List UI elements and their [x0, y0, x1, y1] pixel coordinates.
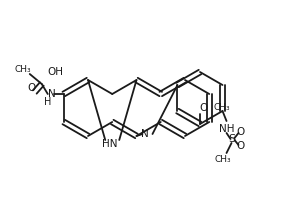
Text: O: O — [28, 83, 36, 93]
Text: CH₃: CH₃ — [214, 103, 231, 112]
Text: HN: HN — [102, 139, 118, 149]
Text: CH₃: CH₃ — [214, 154, 231, 163]
Text: H: H — [44, 97, 51, 107]
Text: OH: OH — [48, 67, 64, 77]
Text: S: S — [228, 134, 235, 144]
Text: O: O — [200, 103, 208, 113]
Text: N: N — [141, 129, 148, 139]
Text: CH₃: CH₃ — [14, 65, 31, 74]
Text: O: O — [236, 127, 245, 137]
Text: N: N — [48, 89, 56, 99]
Text: O: O — [236, 141, 245, 151]
Text: NH: NH — [219, 124, 234, 134]
